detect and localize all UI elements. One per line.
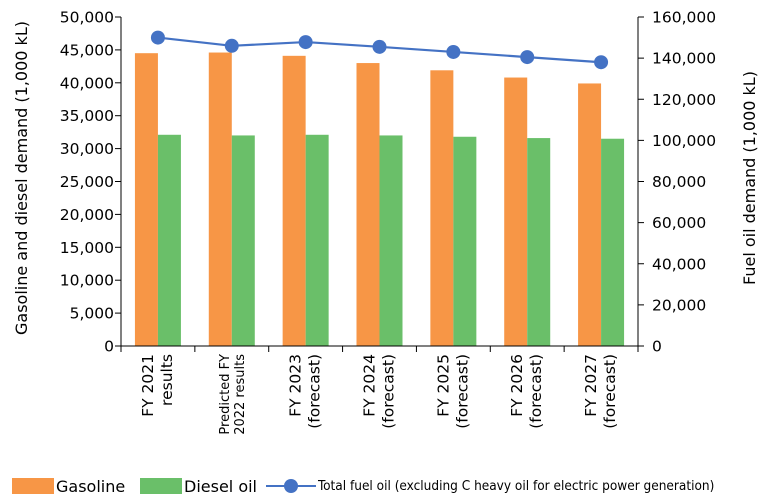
- y2-tick-label: 40,000: [652, 255, 706, 273]
- point-total-fuel-oil-4: [446, 44, 461, 59]
- axes-layer: [115, 16, 644, 352]
- legend-label-gasoline: Gasoline: [56, 476, 126, 496]
- y-tick-label: 10,000: [60, 272, 114, 290]
- y2-tick-label: 20,000: [652, 296, 706, 314]
- y2-tick-label: 60,000: [652, 214, 706, 232]
- x-category-label-1: Predicted FY 2022 results: [218, 354, 248, 435]
- x-category-label-line: FY 2025: [434, 354, 452, 417]
- bar-diesel-oil-5: [527, 138, 551, 346]
- legend-item-gasoline: Gasoline: [12, 474, 125, 498]
- y-tick-label: 20,000: [60, 206, 114, 224]
- y-tick-label: 50,000: [60, 9, 114, 27]
- y-axis-title: Gasoline and diesel demand (1,000 kL): [12, 21, 31, 335]
- x-category-label-line: Predicted FY: [218, 354, 233, 435]
- y-tick-label: 25,000: [60, 173, 114, 191]
- point-total-fuel-oil-6: [594, 55, 609, 70]
- bar-diesel-oil-0: [157, 134, 181, 346]
- line-series-layer: [150, 30, 609, 70]
- y2-tick-label: 140,000: [652, 50, 716, 68]
- bar-diesel-oil-1: [231, 135, 255, 346]
- y2-tick-label: 80,000: [652, 173, 706, 191]
- bar-gasoline-4: [430, 70, 454, 346]
- bar-gasoline-2: [282, 55, 306, 347]
- bar-gasoline-5: [504, 77, 528, 346]
- bar-diesel-oil-6: [601, 138, 625, 346]
- y-tick-label: 5,000: [70, 305, 114, 323]
- legend-label-total-fuel: Total fuel oil (excluding C heavy oil fo…: [318, 478, 715, 494]
- y-tick-label: 40,000: [60, 74, 114, 92]
- y2-tick-label: 120,000: [652, 91, 716, 109]
- x-category-label-line: (forecast): [306, 354, 324, 429]
- tick-labels-layer: 0 5,000 10,000 15,000 20,000 25,000 30,000 35,0…: [60, 9, 716, 356]
- x-category-label-line: FY 2021: [139, 354, 157, 417]
- bar-gasoline-3: [356, 63, 380, 347]
- bars-layer: [134, 52, 625, 347]
- y2-tick-label: 0: [652, 338, 662, 356]
- legend-swatch-total-fuel: [266, 478, 316, 494]
- point-total-fuel-oil-1: [224, 38, 239, 53]
- legend-item-diesel: Diesel oil: [140, 474, 257, 498]
- x-category-label-3: FY 2024 (forecast): [361, 354, 398, 429]
- y-tick-label: 0: [104, 338, 114, 356]
- y-tick-label: 30,000: [60, 140, 114, 158]
- point-total-fuel-oil-2: [298, 35, 313, 50]
- bar-gasoline-0: [134, 53, 158, 346]
- combo-chart: 0 5,000 10,000 15,000 20,000 25,000 30,000 35,0…: [12, 9, 759, 435]
- legend-swatch-gasoline: [12, 478, 54, 494]
- point-total-fuel-oil-5: [520, 50, 535, 65]
- x-category-label-line: results: [158, 354, 176, 406]
- x-category-label-line: FY 2023: [287, 354, 305, 417]
- x-category-label-line: (forecast): [601, 354, 619, 429]
- x-category-label-0: FY 2021 results: [139, 354, 176, 417]
- legend: Gasoline Diesel oil Total fuel oil (excl…: [0, 474, 766, 498]
- y-tick-label: 15,000: [60, 239, 114, 257]
- x-category-label-5: FY 2026 (forecast): [508, 354, 545, 429]
- y2-tick-label: 160,000: [652, 9, 716, 27]
- y-tick-label: 45,000: [60, 41, 114, 59]
- x-category-label-6: FY 2027 (forecast): [582, 354, 619, 429]
- legend-item-total-fuel: Total fuel oil (excluding C heavy oil fo…: [266, 474, 714, 498]
- x-category-label-line: 2022 results: [233, 354, 248, 435]
- category-labels-layer: FY 2021 results Predicted FY 2022 results FY…: [139, 354, 619, 435]
- x-category-label-line: FY 2024: [361, 354, 379, 417]
- x-category-label-line: (forecast): [527, 354, 545, 429]
- x-category-label-line: FY 2026: [508, 354, 526, 417]
- bar-diesel-oil-4: [453, 136, 477, 346]
- x-category-label-4: FY 2025 (forecast): [434, 354, 471, 429]
- legend-label-diesel: Diesel oil: [184, 476, 257, 496]
- x-category-label-2: FY 2023 (forecast): [287, 354, 324, 429]
- x-category-label-line: (forecast): [453, 354, 471, 429]
- bar-gasoline-1: [208, 52, 232, 346]
- bar-diesel-oil-3: [379, 135, 403, 346]
- y-tick-label: 35,000: [60, 107, 114, 125]
- y2-axis-title: Fuel oil demand (1,000 kL): [740, 71, 759, 285]
- y2-tick-label: 100,000: [652, 132, 716, 150]
- point-total-fuel-oil-3: [372, 39, 387, 54]
- x-category-label-line: (forecast): [380, 354, 398, 429]
- bar-diesel-oil-2: [305, 134, 329, 346]
- x-category-label-line: FY 2027: [582, 354, 600, 417]
- legend-swatch-diesel: [140, 478, 182, 494]
- bar-gasoline-6: [578, 83, 602, 346]
- point-total-fuel-oil-0: [150, 30, 165, 45]
